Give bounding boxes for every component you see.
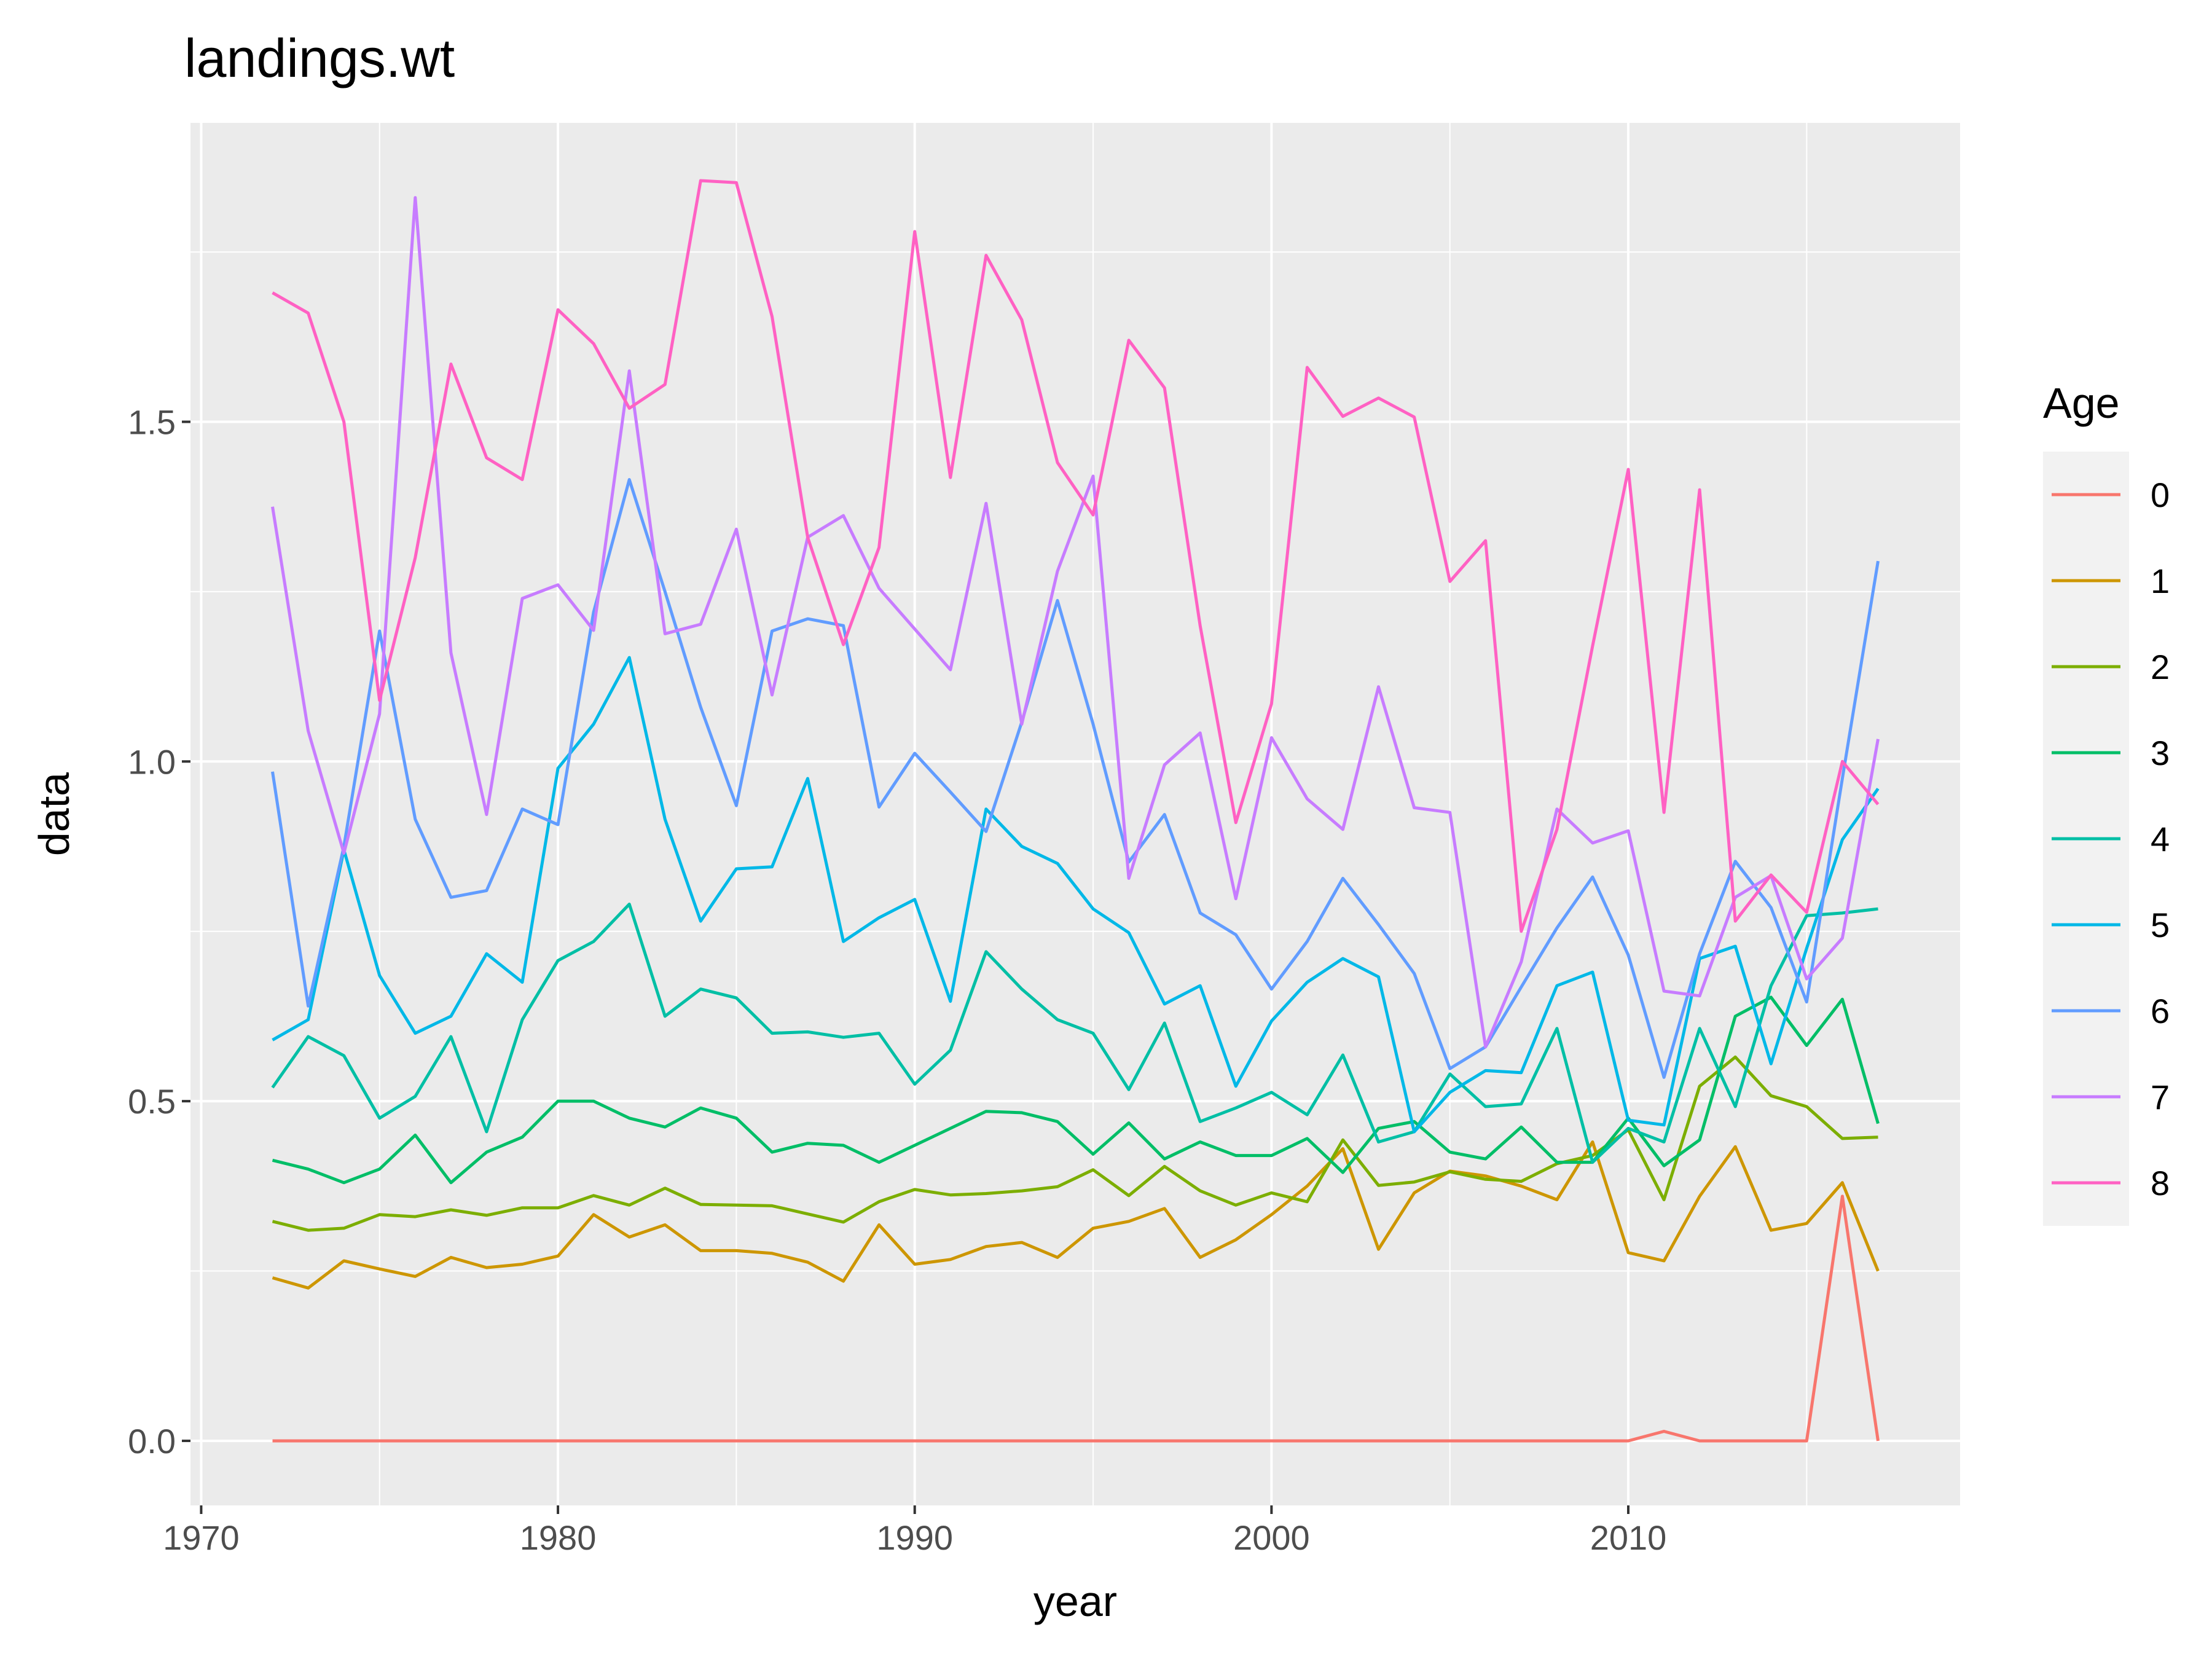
legend-title: Age	[2043, 379, 2120, 427]
series-line-age-8	[272, 179, 1880, 933]
y-tick-label: 0.0	[128, 1422, 176, 1461]
legend-items: 0 1 2 3 4 5 6 7 8	[2043, 452, 2170, 1226]
x-tick-label: 1970	[163, 1518, 240, 1557]
legend: Age 0 1 2 3 4 5 6 7 8	[2043, 379, 2170, 1226]
legend-label: 7	[2151, 1078, 2170, 1116]
y-axis: 0.0 0.5 1.0 1.5	[128, 402, 190, 1461]
legend-label: 1	[2151, 562, 2170, 600]
series-line-age-7	[271, 196, 1880, 1049]
series-line-age-3	[272, 995, 1880, 1185]
series-line-age-5	[272, 656, 1880, 1134]
series-line-age-1	[272, 1140, 1880, 1290]
x-tick-label: 2010	[1590, 1518, 1667, 1557]
y-axis-title: data	[30, 772, 78, 856]
legend-label: 4	[2151, 820, 2170, 858]
chart-title: landings.wt	[184, 28, 455, 88]
x-tick-label: 1980	[520, 1518, 597, 1557]
legend-label: 0	[2151, 476, 2170, 514]
legend-label: 8	[2151, 1164, 2170, 1202]
x-tick-label: 2000	[1233, 1518, 1310, 1557]
legend-label: 2	[2151, 648, 2170, 686]
series-lines	[271, 179, 1880, 1443]
series-line-age-4	[271, 903, 1878, 1164]
legend-label: 6	[2151, 992, 2170, 1030]
series-line-age-6	[271, 478, 1880, 1079]
y-tick-label: 0.5	[128, 1082, 176, 1121]
x-axis: 1970 1980 1990 2000 2010	[163, 1505, 1666, 1557]
x-axis-title: year	[1033, 1577, 1117, 1625]
series-line-age-0	[272, 1194, 1880, 1443]
y-tick-label: 1.5	[128, 402, 176, 441]
x-tick-label: 1990	[876, 1518, 953, 1557]
legend-label: 3	[2151, 734, 2170, 772]
minor-gridlines	[190, 123, 1960, 1505]
plot-panel	[190, 123, 1960, 1505]
y-tick-label: 1.0	[128, 742, 176, 781]
legend-label: 5	[2151, 906, 2170, 944]
major-gridlines	[190, 123, 1960, 1505]
